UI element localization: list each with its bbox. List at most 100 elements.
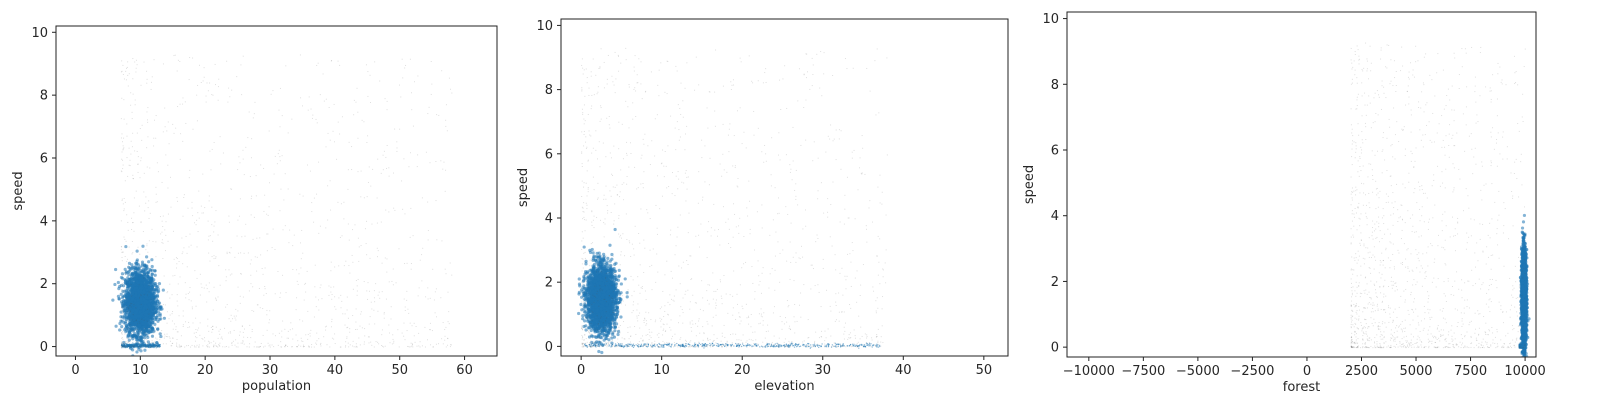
data-point (113, 282, 117, 287)
data-point (205, 284, 207, 286)
data-point (386, 100, 388, 102)
data-point (421, 197, 423, 199)
data-point (152, 278, 156, 282)
data-point (133, 332, 137, 336)
data-point (414, 81, 416, 83)
data-point (347, 342, 349, 344)
data-point (136, 306, 141, 310)
data-point (164, 126, 166, 128)
data-point (245, 223, 247, 225)
data-point (121, 345, 123, 347)
data-point (408, 312, 410, 314)
data-point (313, 316, 315, 318)
data-point (279, 160, 281, 162)
data-point (307, 338, 309, 340)
data-point (189, 57, 191, 59)
y-tick-label: 2 (40, 277, 48, 292)
data-point (353, 99, 355, 101)
data-point (155, 193, 157, 195)
data-point (288, 337, 290, 339)
data-point (149, 167, 151, 169)
data-point (348, 346, 350, 348)
data-point (141, 290, 145, 294)
data-point (243, 174, 245, 176)
data-point (147, 107, 149, 109)
data-point (252, 286, 254, 288)
data-point (240, 273, 242, 275)
data-point (260, 342, 262, 344)
data-point (236, 76, 238, 78)
data-point (248, 290, 250, 292)
data-point (150, 272, 155, 276)
data-point (281, 330, 283, 332)
data-point (143, 319, 145, 321)
data-point (128, 345, 130, 347)
data-point (121, 332, 123, 334)
data-point (182, 315, 184, 317)
data-point (382, 154, 384, 156)
data-point (215, 210, 217, 212)
data-point (341, 235, 343, 237)
data-point (181, 237, 183, 239)
data-point (281, 115, 283, 117)
data-point (122, 312, 124, 314)
data-point (121, 319, 123, 321)
data-point (400, 96, 402, 98)
data-point (126, 260, 128, 262)
data-point (131, 308, 135, 313)
data-point (331, 318, 333, 320)
data-point (166, 322, 168, 324)
data-point (242, 158, 244, 160)
data-point (309, 332, 311, 334)
data-point (121, 151, 123, 153)
data-point (427, 230, 429, 232)
data-point (146, 243, 148, 245)
data-point (330, 291, 332, 293)
data-point (243, 252, 245, 254)
data-point (405, 64, 407, 66)
data-point (123, 137, 125, 139)
data-point (386, 271, 388, 273)
data-point (135, 335, 137, 337)
data-point (182, 103, 184, 105)
data-point (147, 121, 149, 123)
data-point (403, 322, 405, 324)
data-point (128, 292, 130, 294)
data-point (161, 231, 163, 233)
data-point (195, 331, 197, 333)
data-point (419, 346, 421, 348)
data-point (162, 343, 164, 345)
data-point (316, 340, 318, 342)
data-point (311, 202, 313, 204)
data-point (132, 265, 134, 267)
data-point (274, 293, 276, 295)
data-point (315, 342, 317, 344)
data-point (157, 305, 161, 309)
data-point (277, 344, 279, 346)
data-point (164, 107, 166, 109)
data-point (243, 328, 245, 330)
data-point (123, 290, 125, 292)
data-point (242, 341, 244, 343)
data-point (177, 106, 179, 108)
data-point (285, 65, 287, 67)
data-point (440, 297, 442, 299)
data-point (193, 345, 195, 347)
data-point (183, 247, 185, 249)
data-point (182, 324, 184, 326)
data-point (309, 335, 311, 337)
data-point (228, 221, 230, 223)
data-point (213, 225, 215, 227)
data-point (208, 341, 210, 343)
data-point (122, 308, 126, 312)
data-point (122, 73, 124, 75)
data-point (303, 299, 305, 301)
data-point (347, 169, 349, 171)
data-point (139, 268, 141, 270)
data-point (143, 294, 145, 296)
data-point (283, 199, 285, 201)
data-point (204, 340, 206, 342)
data-point (315, 306, 317, 308)
data-point (261, 267, 263, 269)
data-point (412, 346, 414, 348)
